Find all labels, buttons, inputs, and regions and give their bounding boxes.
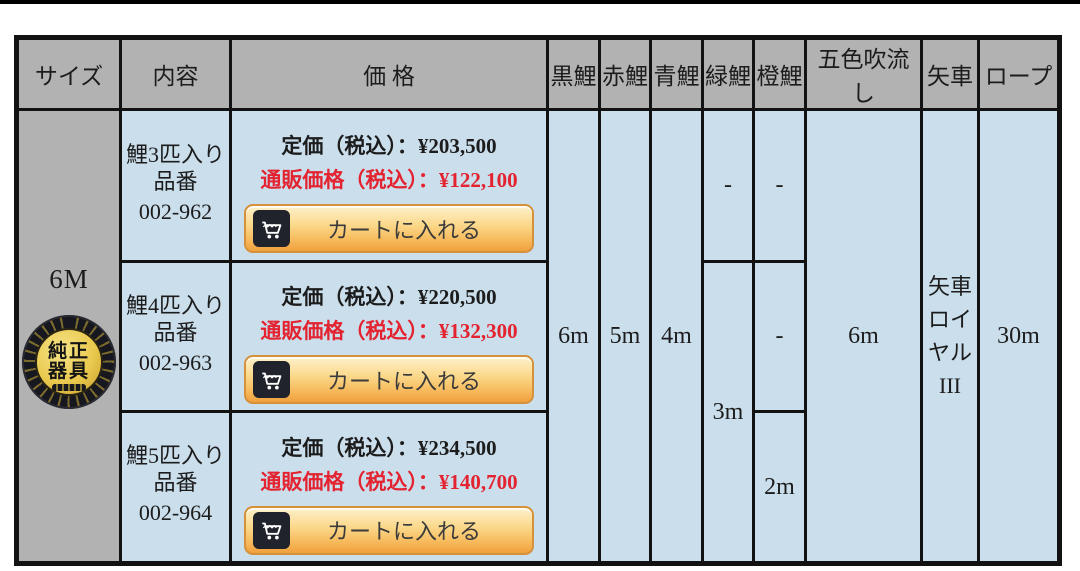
list-price: 定価（税込）：¥234,500 xyxy=(281,435,497,460)
product-table-wrapper: サイズ 内容 価 格 黒鯉 赤鯉 青鯉 緑鯉 橙鯉 五色吹流し 矢車 ロープ 6… xyxy=(14,35,1062,566)
size-cell: 6M 純正 器具 xyxy=(15,108,122,565)
badge-text-bottom: 器具 xyxy=(47,360,90,382)
content-cell: 鯉4匹入り 品番 002-963 xyxy=(119,260,232,413)
badge-ribbon xyxy=(52,383,86,391)
content-cell: 鯉3匹入り 品番 002-962 xyxy=(119,108,232,263)
cart-button-label: カートに入れる xyxy=(326,217,481,243)
header-cell-black-koi: 黒鯉 xyxy=(546,36,601,111)
green-koi-value: 3m xyxy=(701,260,755,565)
sale-price: 通販価格（税込）：¥140,700 xyxy=(260,469,518,494)
orange-koi-value: - xyxy=(752,260,807,413)
streamer-value: 6m xyxy=(804,108,923,565)
rope-value: 30m xyxy=(977,108,1061,565)
size-label: 6M xyxy=(49,263,89,294)
header-cell-streamer: 五色吹流し xyxy=(804,36,923,111)
list-price: 定価（税込）：¥203,500 xyxy=(281,134,497,158)
part-number: 002-962 xyxy=(138,198,213,224)
header-cell-rope: ロープ xyxy=(977,36,1061,111)
add-to-cart-button[interactable]: カートに入れる xyxy=(244,204,534,253)
header-row: サイズ 内容 価 格 黒鯉 赤鯉 青鯉 緑鯉 橙鯉 五色吹流し 矢車 ロープ xyxy=(15,36,1061,111)
table-row: 鯉4匹入り 品番 002-963 定価（税込）：¥220,500 通販価格（税込… xyxy=(17,260,1060,565)
price-cell: 定価（税込）：¥220,500 通販価格（税込）：¥132,300 カートに入れ… xyxy=(229,260,549,413)
part-number: 002-963 xyxy=(138,349,213,375)
orange-koi-value: 2m xyxy=(752,410,807,565)
list-price: 定価（税込）：¥220,500 xyxy=(281,285,497,309)
cart-icon xyxy=(253,511,290,549)
cart-icon xyxy=(253,361,290,398)
content-title: 鯉3匹入り xyxy=(125,141,225,167)
cart-button-label: カートに入れる xyxy=(326,519,481,544)
part-number-label: 品番 xyxy=(153,470,198,496)
price-cell: 定価（税込）：¥203,500 通販価格（税込）：¥122,100 カートに入れ… xyxy=(229,108,549,263)
table-row: 6M 純正 器具 鯉3匹入り 品番 002-962 xyxy=(15,108,1061,565)
price-cell: 定価（税込）：¥234,500 通販価格（税込）：¥140,700 カートに入れ… xyxy=(229,410,549,565)
yaguruma-value: 矢車 ロイ ヤル III xyxy=(920,108,980,565)
red-koi-value: 5m xyxy=(598,108,652,565)
header-cell-size: サイズ xyxy=(15,36,122,111)
orange-koi-value: - xyxy=(752,108,807,263)
black-koi-value: 6m xyxy=(546,108,601,565)
top-border-bar xyxy=(0,0,1080,4)
header-cell-blue-koi: 青鯉 xyxy=(649,36,704,111)
header-cell-red-koi: 赤鯉 xyxy=(598,36,652,111)
content-title: 鯉4匹入り xyxy=(125,292,225,318)
part-number-label: 品番 xyxy=(153,319,198,345)
header-cell-price: 価 格 xyxy=(229,36,549,111)
content-title: 鯉5匹入り xyxy=(125,443,225,469)
genuine-equipment-badge: 純正 器具 xyxy=(22,314,116,409)
cart-icon xyxy=(253,210,290,247)
green-koi-value: - xyxy=(701,108,755,263)
part-number: 002-964 xyxy=(138,500,213,526)
blue-koi-value: 4m xyxy=(649,108,704,565)
add-to-cart-button[interactable]: カートに入れる xyxy=(244,505,534,555)
sale-price: 通販価格（税込）：¥132,300 xyxy=(260,319,518,343)
header-cell-green-koi: 緑鯉 xyxy=(701,36,755,111)
cart-button-label: カートに入れる xyxy=(326,368,481,394)
part-number-label: 品番 xyxy=(153,168,198,194)
sale-price: 通販価格（税込）：¥122,100 xyxy=(260,168,518,192)
header-cell-content: 内容 xyxy=(119,36,232,111)
content-cell: 鯉5匹入り 品番 002-964 xyxy=(119,410,232,565)
table-row: 鯉5匹入り 品番 002-964 定価（税込）：¥234,500 通販価格（税込… xyxy=(17,410,1060,565)
header-cell-orange-koi: 橙鯉 xyxy=(752,36,807,111)
badge-text-top: 純正 xyxy=(47,340,90,362)
header-cell-yaguruma: 矢車 xyxy=(920,36,980,111)
add-to-cart-button[interactable]: カートに入れる xyxy=(244,355,534,404)
product-table: サイズ 内容 価 格 黒鯉 赤鯉 青鯉 緑鯉 橙鯉 五色吹流し 矢車 ロープ 6… xyxy=(14,35,1062,566)
